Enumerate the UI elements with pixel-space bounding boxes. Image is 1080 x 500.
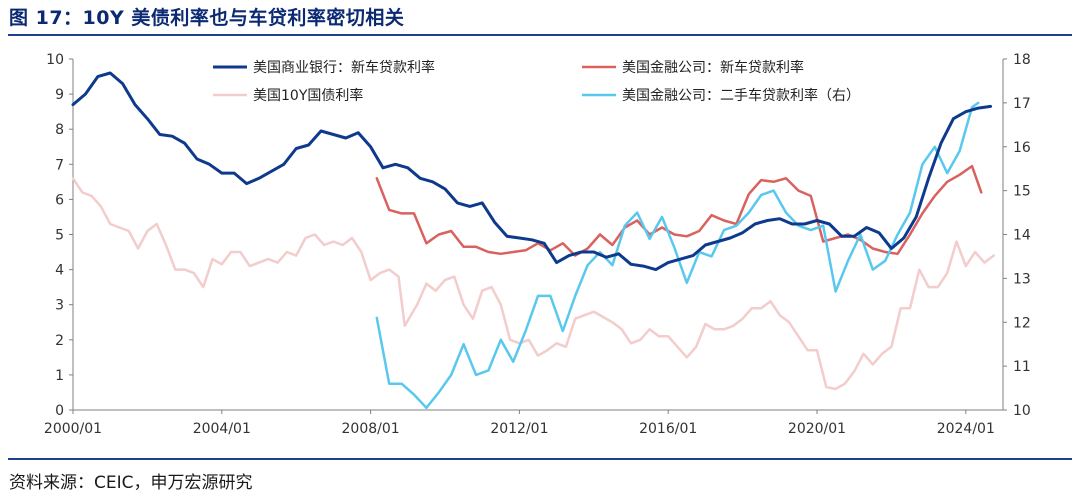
y-right-tick-label: 18 xyxy=(1013,52,1031,68)
title-divider xyxy=(8,34,1072,36)
x-tick-label: 2008/01 xyxy=(342,421,400,437)
y-left-tick-label: 8 xyxy=(55,122,64,138)
series-line-3 xyxy=(375,101,980,410)
y-left-tick-label: 0 xyxy=(55,403,64,419)
y-right-tick-label: 17 xyxy=(1013,96,1031,112)
y-left-tick-label: 1 xyxy=(55,368,64,384)
y-left-tick-label: 2 xyxy=(55,333,64,349)
y-left-tick-label: 9 xyxy=(55,87,64,103)
y-right-tick-label: 16 xyxy=(1013,140,1031,156)
y-left-tick-label: 3 xyxy=(55,298,64,314)
y-left-tick-label: 5 xyxy=(55,228,64,244)
x-tick-label: 2004/01 xyxy=(193,421,251,437)
x-tick-label: 2000/01 xyxy=(44,421,102,437)
x-tick-label: 2016/01 xyxy=(639,421,697,437)
y-left-tick-label: 7 xyxy=(55,157,64,173)
x-tick-label: 2020/01 xyxy=(788,421,846,437)
source-divider xyxy=(8,458,1072,460)
y-right-tick-label: 12 xyxy=(1013,315,1031,331)
y-right-tick-label: 14 xyxy=(1013,228,1031,244)
source-note: 资料来源：CEIC，申万宏源研究 xyxy=(9,473,253,493)
y-right-tick-label: 10 xyxy=(1013,403,1031,419)
y-left-tick-label: 10 xyxy=(46,52,64,68)
legend-label-1: 美国金融公司：新车贷款利率 xyxy=(622,59,804,76)
chart-series-lines xyxy=(71,71,995,410)
chart-axes xyxy=(69,58,1007,414)
series-line-2 xyxy=(71,177,995,391)
x-tick-label: 2012/01 xyxy=(490,421,548,437)
y-right-tick-label: 15 xyxy=(1013,184,1031,200)
series-line-1 xyxy=(375,164,983,257)
y-right-tick-label: 11 xyxy=(1013,359,1031,375)
y-right-tick-label: 13 xyxy=(1013,271,1031,287)
figure-title: 图 17：10Y 美债利率也与车贷利率密切相关 xyxy=(9,7,405,29)
legend-label-2: 美国10Y国债利率 xyxy=(253,87,363,104)
y-left-tick-label: 6 xyxy=(55,192,64,208)
legend-label-3: 美国金融公司：二手车贷款利率（右） xyxy=(622,87,860,104)
series-line-0 xyxy=(71,71,993,272)
legend-label-0: 美国商业银行：新车贷款利率 xyxy=(253,59,435,76)
y-left-tick-label: 4 xyxy=(55,263,64,279)
x-tick-label: 2024/01 xyxy=(937,421,995,437)
